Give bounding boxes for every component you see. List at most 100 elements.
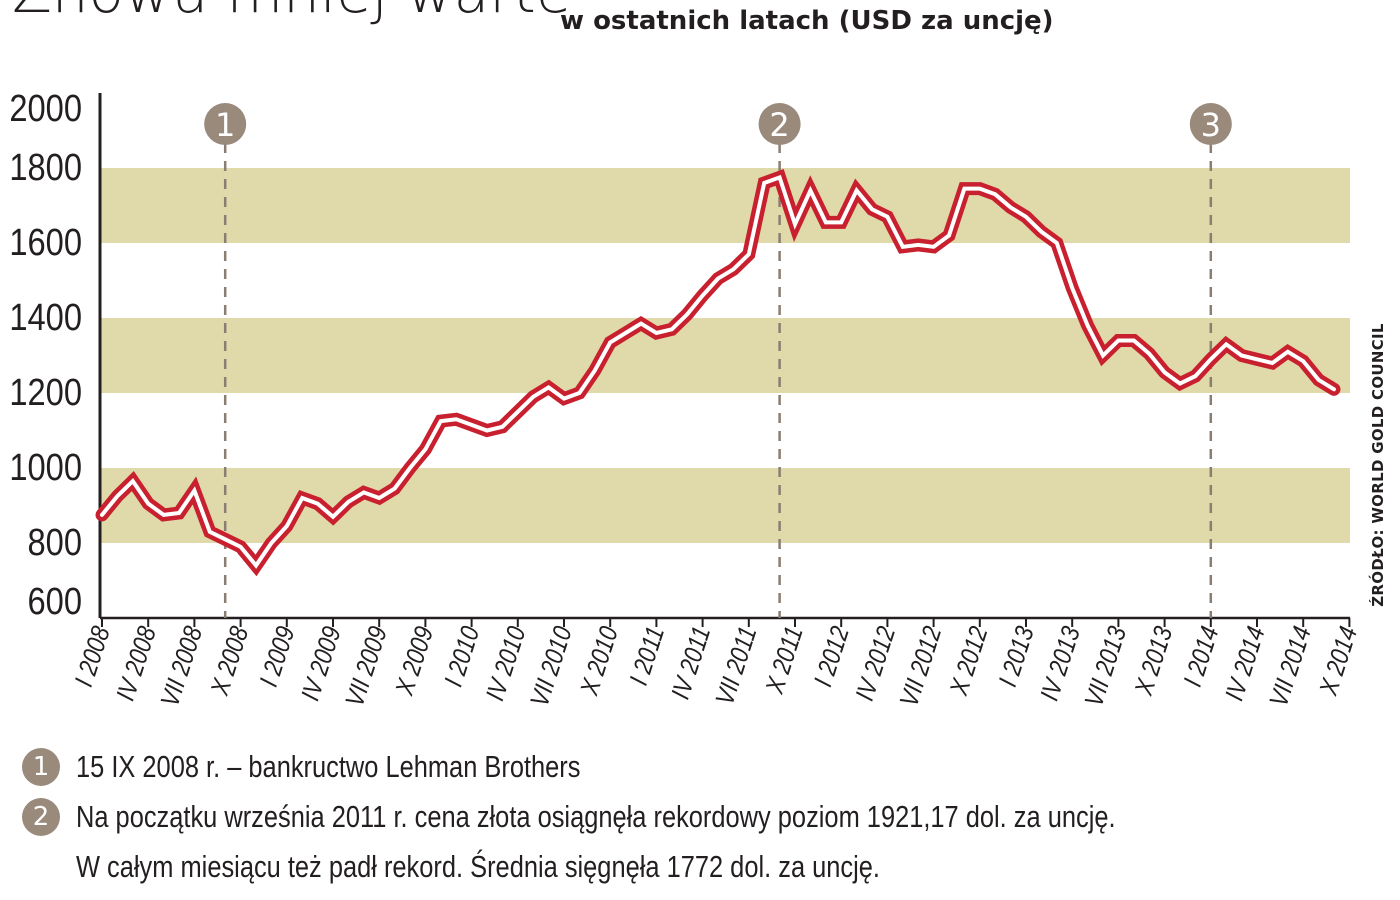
data-point <box>378 497 380 499</box>
data-point <box>640 322 642 324</box>
source-credit: ŹRÓDŁO: WORLD GOLD COUNCIL <box>1369 323 1387 607</box>
x-tick-label: IV 2009 <box>296 623 347 704</box>
y-tick-label: 600 <box>27 580 82 623</box>
data-point <box>409 467 411 469</box>
note-1-badge: 1 <box>22 748 60 786</box>
y-tick-label: 1600 <box>9 221 82 264</box>
x-tick-label: IV 2014 <box>1220 623 1271 704</box>
chart-band <box>100 168 1350 243</box>
data-point <box>116 495 118 497</box>
note-2-continued: W całym miesiącu też padł rekord. Średni… <box>22 845 1382 889</box>
data-point <box>748 253 750 255</box>
series-line-inner <box>100 174 1336 569</box>
data-point <box>1240 354 1242 356</box>
x-tick-label: X 2012 <box>944 622 994 699</box>
data-point <box>193 489 195 491</box>
data-point <box>1009 206 1011 208</box>
x-tick-label: IV 2011 <box>666 623 717 703</box>
data-point <box>871 208 873 210</box>
data-point <box>794 223 796 225</box>
x-tick-label: I 2009 <box>254 623 301 690</box>
y-tick-label: 800 <box>27 521 82 564</box>
data-point <box>1210 358 1212 360</box>
data-point <box>209 531 211 533</box>
data-point <box>1179 382 1181 384</box>
x-tick-label: X 2011 <box>760 623 809 698</box>
data-point <box>486 429 488 431</box>
data-point <box>809 189 811 191</box>
marker-circle <box>1189 103 1232 145</box>
data-point <box>1117 339 1119 341</box>
data-point <box>763 182 765 184</box>
data-point <box>316 502 318 504</box>
data-point <box>855 189 857 191</box>
data-point <box>1287 351 1289 353</box>
x-tick-label: X 2013 <box>1129 622 1179 699</box>
x-tick-label: X 2014 <box>1314 623 1364 699</box>
x-tick-label: IV 2013 <box>1035 623 1086 705</box>
data-point <box>1256 358 1258 360</box>
y-tick-label: 1400 <box>9 296 82 339</box>
data-point <box>470 424 472 426</box>
data-point <box>1302 360 1304 362</box>
data-point <box>270 542 272 544</box>
event-markers: 1 2 3 <box>204 103 1232 145</box>
x-tick-label: X 2010 <box>575 622 625 699</box>
data-point <box>286 525 288 527</box>
data-point <box>886 216 888 218</box>
data-point <box>517 411 519 413</box>
x-tick-label: VII 2009 <box>340 623 393 710</box>
x-tick-label: IV 2010 <box>481 623 532 705</box>
data-point <box>1025 216 1027 218</box>
marker-circle <box>204 103 247 145</box>
data-point <box>963 187 965 189</box>
data-point <box>1102 354 1104 356</box>
data-point <box>840 221 842 223</box>
note-1: 1 15 IX 2008 r. – bankructwo Lehman Brot… <box>22 745 1382 789</box>
data-point <box>778 176 780 178</box>
note-2: 2 Na początku września 2011 r. cena złot… <box>22 795 1382 839</box>
data-point <box>825 221 827 223</box>
data-point <box>255 564 257 566</box>
data-point <box>917 244 919 246</box>
notes-list: 1 15 IX 2008 r. – bankructwo Lehman Brot… <box>22 745 1382 895</box>
x-tick-label: I 2008 <box>70 622 117 690</box>
data-point <box>1071 287 1073 289</box>
chart-bands <box>100 168 1350 543</box>
x-tick-label: X 2008 <box>205 622 255 699</box>
data-point <box>1194 375 1196 377</box>
chart-subtitle: w ostatnich latach (USD za uncję) <box>560 6 1054 36</box>
data-point <box>224 538 226 540</box>
data-point <box>671 328 673 330</box>
y-tick-label: 1800 <box>9 146 82 189</box>
x-tick-label: VII 2008 <box>155 622 208 710</box>
y-axis-ticks: 600 800 1000 1200 1400 1600 1800 2000 <box>9 87 82 623</box>
note-2-badge: 2 <box>22 798 60 836</box>
x-tick-label: I 2012 <box>809 622 856 690</box>
x-tick-label: IV 2012 <box>850 623 901 705</box>
data-point <box>393 487 395 489</box>
x-tick-label: I 2010 <box>439 622 486 690</box>
chart-band <box>100 318 1350 393</box>
x-tick-label: VII 2010 <box>525 622 578 710</box>
data-point <box>332 516 334 518</box>
data-point <box>178 512 180 514</box>
x-tick-label: X 2009 <box>390 623 440 699</box>
data-point <box>563 397 565 399</box>
data-point <box>686 313 688 315</box>
data-point <box>701 294 703 296</box>
note-1-text: 15 IX 2008 r. – bankructwo Lehman Brothe… <box>76 749 581 784</box>
x-tick-label: I 2013 <box>994 622 1041 690</box>
note-2-text: Na początku września 2011 r. cena złota … <box>76 799 1116 834</box>
data-point <box>994 193 996 195</box>
data-point <box>1317 379 1319 381</box>
y-tick-label: 2000 <box>9 87 82 130</box>
data-point <box>1133 339 1135 341</box>
data-point <box>578 392 580 394</box>
data-point <box>717 277 719 279</box>
marker-circle <box>758 103 801 145</box>
data-point <box>424 448 426 450</box>
data-point <box>1333 388 1335 390</box>
data-point <box>347 501 349 503</box>
